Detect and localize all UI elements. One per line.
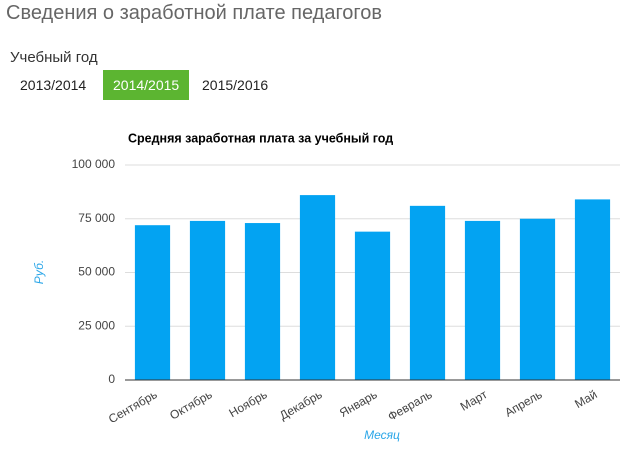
bar: [134, 225, 171, 380]
x-axis-title: Месяц: [364, 428, 400, 442]
bar: [464, 220, 501, 380]
y-tick-label: 25 000: [78, 318, 115, 332]
year-tab[interactable]: 2013/2014: [20, 77, 87, 93]
y-tick-label: 100 000: [72, 157, 116, 171]
bar: [244, 223, 281, 380]
x-tick-label: Апрель: [502, 387, 544, 419]
year-tab[interactable]: 2014/2015: [103, 70, 190, 100]
year-tab[interactable]: 2015/2016: [202, 77, 269, 93]
chart-title: Средняя заработная плата за учебный год: [128, 131, 393, 145]
y-axis-title: Руб.: [32, 260, 46, 284]
x-tick-label: Сентябрь: [106, 387, 160, 426]
x-tick-label: Октябрь: [167, 387, 214, 422]
bar: [409, 205, 446, 380]
bar: [519, 218, 556, 380]
bar: [574, 199, 611, 380]
x-tick-label: Январь: [337, 387, 380, 420]
y-tick-label: 75 000: [78, 211, 115, 225]
y-tick-label: 0: [108, 372, 115, 386]
x-tick-label: Ноябрь: [227, 387, 270, 420]
x-tick-label: Декабрь: [277, 387, 325, 423]
y-tick-label: 50 000: [78, 265, 115, 279]
x-tick-label: Март: [458, 387, 490, 414]
bar: [189, 220, 226, 380]
x-tick-label: Май: [572, 387, 599, 411]
bar: [354, 231, 391, 380]
x-tick-label: Февраль: [385, 387, 434, 424]
selector-label: Учебный год: [10, 49, 98, 66]
bar: [299, 195, 336, 380]
page-title: Сведения о заработной плате педагогов: [6, 2, 383, 24]
